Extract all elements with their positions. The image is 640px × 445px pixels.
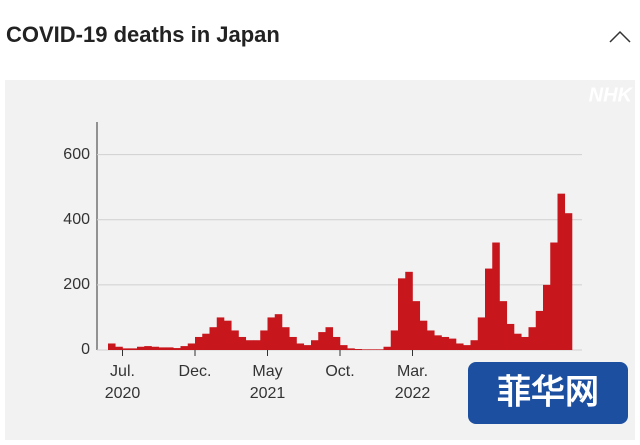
bar (267, 317, 276, 350)
bar (108, 343, 116, 350)
bar (383, 346, 392, 350)
bar (144, 346, 152, 350)
bar (412, 301, 421, 350)
bar (354, 349, 363, 350)
bar (166, 347, 174, 350)
bar (485, 268, 493, 350)
x-tick-label: Mar. (397, 363, 428, 380)
bar (369, 349, 377, 350)
x-year-label: 2022 (395, 385, 431, 402)
bar (557, 193, 566, 350)
x-tick-label: Oct. (325, 363, 354, 380)
bar (296, 343, 305, 350)
bar (514, 333, 522, 350)
bar (506, 323, 515, 350)
bar (398, 278, 406, 350)
bar (282, 327, 290, 350)
bar (137, 346, 145, 350)
bar (456, 343, 464, 350)
y-tick-label: 0 (81, 341, 90, 358)
overlay-logo-box (468, 362, 628, 424)
bar (289, 336, 297, 350)
x-year-label: 2020 (105, 385, 141, 402)
bar (499, 301, 508, 350)
page-title: COVID-19 deaths in Japan (6, 22, 280, 47)
bar (151, 346, 160, 350)
bar (187, 343, 196, 350)
bar (260, 330, 268, 350)
bar (311, 340, 319, 350)
bar (274, 314, 283, 350)
bar (448, 338, 457, 350)
bar (231, 330, 239, 350)
bar (390, 330, 399, 350)
bar (564, 213, 573, 350)
bar (419, 320, 428, 350)
bar (332, 336, 341, 350)
bar (528, 327, 537, 350)
bar (209, 327, 218, 350)
bar (173, 348, 181, 350)
bar (434, 335, 442, 350)
overlay-logo: 菲华网 (497, 373, 599, 413)
bar (492, 242, 500, 350)
bar (347, 348, 355, 350)
x-year-label: 2021 (250, 385, 286, 402)
bar (202, 333, 210, 350)
bar (303, 345, 312, 350)
watermark: NHK (589, 84, 634, 106)
bar (521, 336, 529, 350)
y-tick-label: 600 (63, 146, 90, 163)
bar (115, 346, 123, 350)
collapse-button[interactable] (609, 30, 631, 43)
bar (427, 330, 435, 350)
bar (376, 349, 384, 350)
bar (340, 345, 348, 350)
y-tick-label: 200 (63, 276, 90, 293)
bar (325, 327, 334, 350)
bar (477, 317, 486, 350)
x-tick-label: May (252, 363, 282, 380)
bar (253, 340, 261, 350)
bar (543, 284, 551, 350)
x-tick-label: Jul. (110, 363, 135, 380)
bar (122, 348, 131, 350)
bar (470, 340, 479, 350)
bar (405, 271, 413, 350)
bar (158, 347, 167, 350)
bar (361, 349, 370, 350)
bar (216, 317, 225, 350)
bar (224, 320, 232, 350)
bar (245, 340, 254, 350)
bar (535, 310, 544, 350)
bar (195, 336, 203, 350)
bar (318, 332, 326, 350)
bar (129, 348, 138, 350)
bar (441, 336, 450, 350)
bar (180, 346, 189, 350)
y-tick-label: 400 (63, 211, 90, 228)
x-tick-label: Dec. (179, 363, 212, 380)
bar (550, 242, 558, 350)
bar (463, 345, 471, 350)
bar (238, 336, 247, 350)
